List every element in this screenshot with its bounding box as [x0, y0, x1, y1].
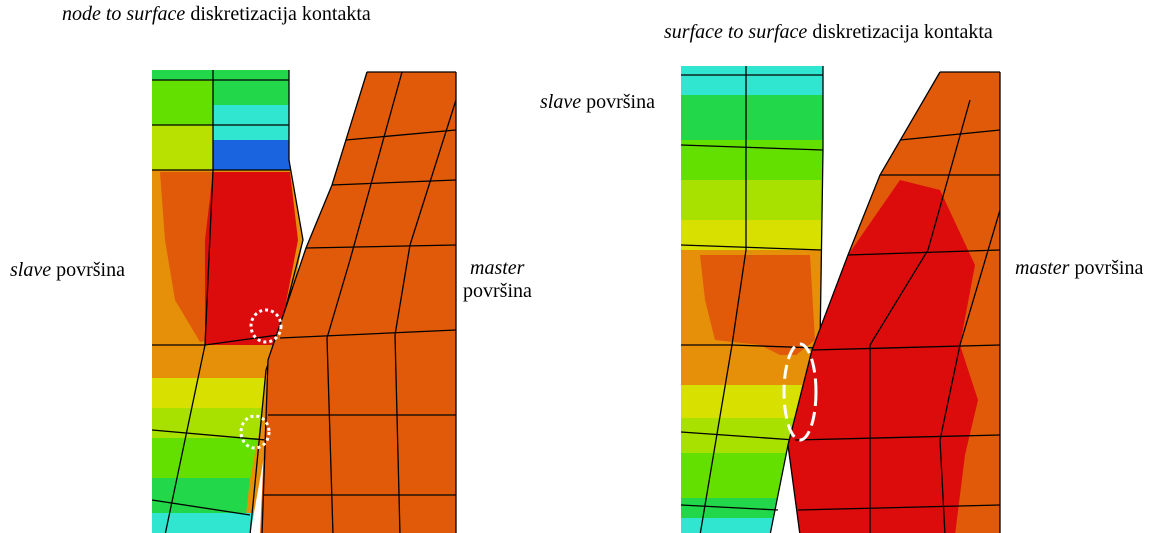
right-title-italic: surface to surface [664, 21, 808, 43]
left-master-label-line2: površina [463, 279, 532, 303]
right-title-rest: diskretizacija kontakta [807, 21, 993, 43]
left-master-label: master [470, 256, 524, 280]
left-title: node to surface diskretizacija kontakta [62, 2, 371, 26]
right-slave-label: slave površina [540, 90, 655, 114]
right-slave-italic: slave [540, 91, 582, 113]
right-slave-rest: površina [581, 91, 655, 113]
right-master-italic: master [1015, 257, 1070, 279]
right-master-rest: površina [1069, 257, 1144, 279]
left-slave-rest: površina [51, 259, 125, 281]
right-master-mesh [787, 71, 1001, 533]
left-master-line2: površina [463, 280, 532, 302]
left-title-italic: node to surface [62, 3, 186, 25]
node-contact-marker-lower [239, 414, 271, 450]
right-title: surface to surface diskretizacija kontak… [664, 20, 993, 44]
left-slave-label: slave površina [10, 258, 125, 282]
left-master-mesh [261, 71, 457, 533]
left-title-rest: diskretizacija kontakta [185, 3, 371, 25]
node-contact-marker-upper [249, 308, 283, 344]
right-slave-mesh [680, 66, 824, 533]
left-slave-italic: slave [10, 259, 52, 281]
left-master-italic: master [470, 257, 525, 279]
surface-contact-marker [782, 342, 818, 442]
left-slave-mesh [151, 70, 304, 533]
right-slave-body [681, 66, 823, 533]
right-master-label: master površina [1015, 256, 1143, 280]
